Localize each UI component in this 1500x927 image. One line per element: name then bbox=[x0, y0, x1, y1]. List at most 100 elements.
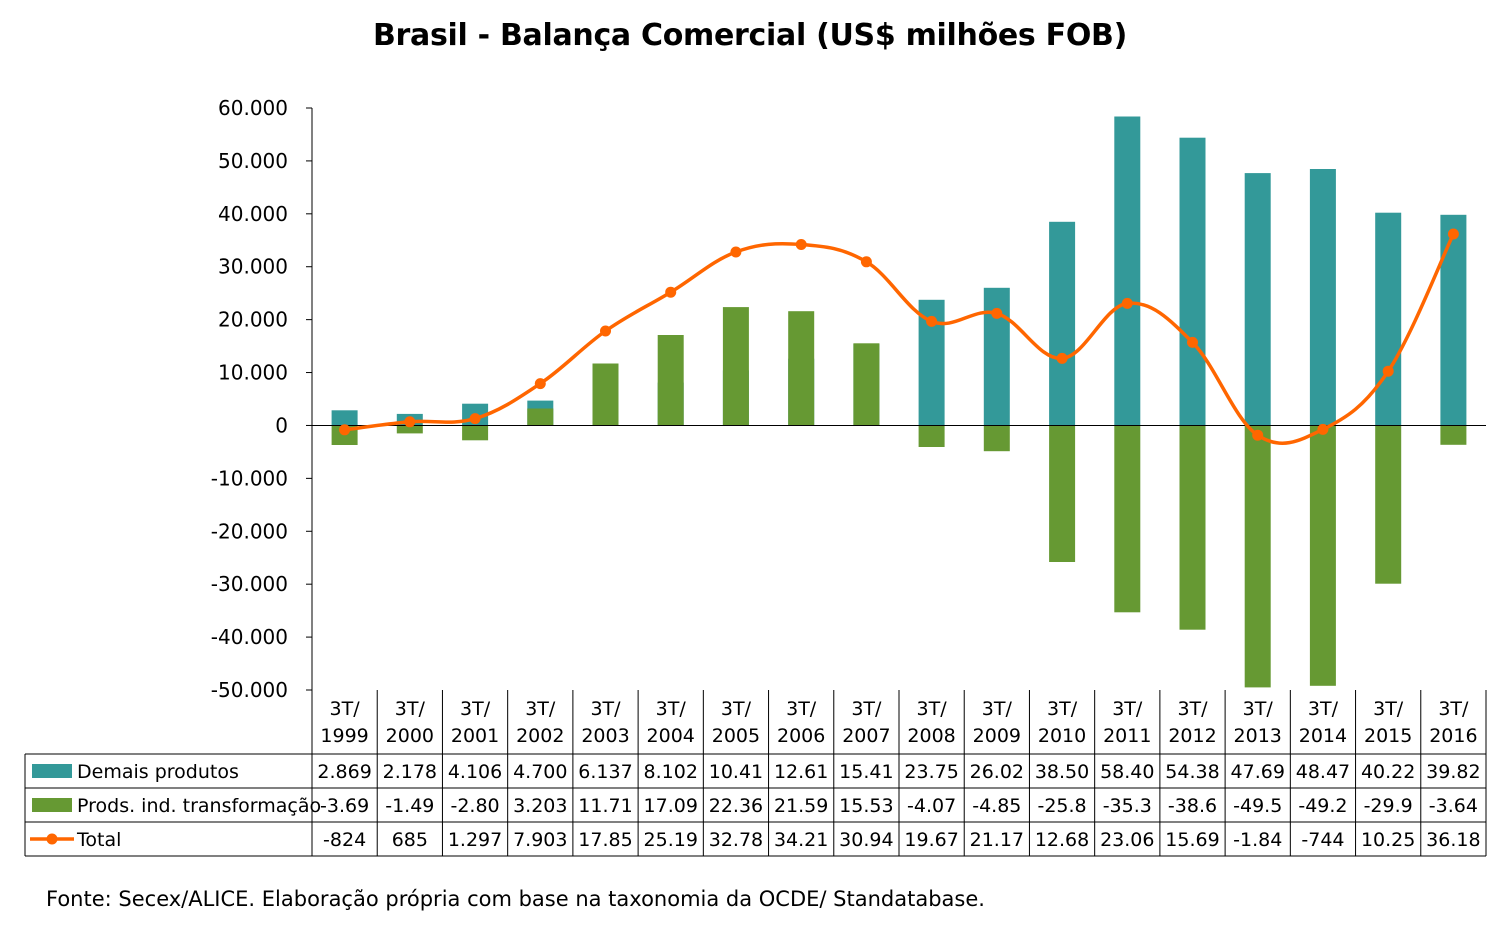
data-label-2-16: 10.25 bbox=[1361, 829, 1415, 851]
total-point-1 bbox=[404, 416, 416, 428]
data-label-0-8: 15.41 bbox=[839, 761, 893, 783]
x-tick-label-bottom-13: 2012 bbox=[1168, 725, 1216, 747]
bar-demais-15 bbox=[1309, 169, 1336, 426]
bar-demais-0 bbox=[331, 410, 358, 426]
data-label-1-13: -38.6 bbox=[1168, 795, 1217, 817]
data-label-1-14: -49.5 bbox=[1233, 795, 1282, 817]
x-tick-label-top-14: 3T/ bbox=[1243, 698, 1274, 720]
data-label-1-4: 11.71 bbox=[578, 795, 632, 817]
x-tick-label-bottom-3: 2002 bbox=[516, 725, 564, 747]
chart-title: Brasil - Balança Comercial (US$ milhões … bbox=[372, 18, 1127, 53]
bar-demais-11 bbox=[1049, 221, 1076, 426]
bar-prods-17 bbox=[1440, 425, 1467, 445]
y-tick-label-9: -30.000 bbox=[211, 572, 288, 596]
x-tick-label-bottom-4: 2003 bbox=[581, 725, 629, 747]
x-tick-label-top-1: 3T/ bbox=[395, 698, 426, 720]
x-tick-label-bottom-8: 2007 bbox=[842, 725, 890, 747]
data-label-1-11: -25.8 bbox=[1037, 795, 1086, 817]
total-point-11 bbox=[1056, 352, 1068, 364]
bar-prods-13 bbox=[1179, 425, 1206, 630]
data-label-1-1: -1.49 bbox=[385, 795, 434, 817]
data-label-2-12: 23.06 bbox=[1100, 829, 1154, 851]
x-tick-label-bottom-12: 2011 bbox=[1103, 725, 1151, 747]
data-label-1-10: -4.85 bbox=[972, 795, 1021, 817]
x-tick-label-top-7: 3T/ bbox=[786, 698, 817, 720]
data-label-0-14: 47.69 bbox=[1231, 761, 1285, 783]
x-tick-label-bottom-15: 2014 bbox=[1299, 725, 1347, 747]
y-tick-label-5: 10.000 bbox=[218, 361, 288, 385]
data-label-2-11: 12.68 bbox=[1035, 829, 1089, 851]
x-tick-label-top-8: 3T/ bbox=[851, 698, 882, 720]
data-label-0-17: 39.82 bbox=[1426, 761, 1480, 783]
bar-demais-16 bbox=[1375, 212, 1402, 426]
x-tick-label-top-17: 3T/ bbox=[1438, 698, 1469, 720]
total-point-14 bbox=[1252, 429, 1264, 441]
total-point-12 bbox=[1121, 297, 1133, 309]
bar-prods-9 bbox=[918, 425, 945, 447]
data-label-0-12: 58.40 bbox=[1100, 761, 1154, 783]
data-label-0-1: 2.178 bbox=[383, 761, 437, 783]
data-label-0-4: 6.137 bbox=[578, 761, 632, 783]
bar-demais-17 bbox=[1440, 214, 1467, 426]
data-label-2-1: 685 bbox=[392, 829, 428, 851]
y-tick-label-0: 60.000 bbox=[218, 96, 288, 120]
data-label-1-6: 22.36 bbox=[709, 795, 763, 817]
data-label-2-13: 15.69 bbox=[1165, 829, 1219, 851]
data-label-1-12: -35.3 bbox=[1103, 795, 1152, 817]
x-tick-label-bottom-9: 2008 bbox=[907, 725, 955, 747]
total-point-7 bbox=[795, 239, 807, 250]
bar-demais-13 bbox=[1179, 137, 1206, 426]
legend-key-1 bbox=[32, 798, 72, 812]
x-tick-label-bottom-16: 2015 bbox=[1364, 725, 1412, 747]
total-point-16 bbox=[1382, 365, 1394, 377]
x-tick-label-top-16: 3T/ bbox=[1373, 698, 1404, 720]
total-point-10 bbox=[991, 307, 1003, 319]
data-label-1-15: -49.2 bbox=[1298, 795, 1347, 817]
total-point-8 bbox=[860, 256, 872, 268]
legend-label-1: Prods. ind. transformação bbox=[77, 795, 321, 817]
x-tick-label-bottom-1: 2000 bbox=[386, 725, 434, 747]
data-label-2-2: 1.297 bbox=[448, 829, 502, 851]
x-tick-label-top-0: 3T/ bbox=[330, 698, 361, 720]
data-label-2-0: -824 bbox=[323, 829, 366, 851]
bar-prods-15 bbox=[1309, 425, 1336, 686]
total-point-4 bbox=[600, 325, 611, 337]
data-label-0-7: 12.61 bbox=[774, 761, 828, 783]
data-label-1-9: -4.07 bbox=[907, 795, 956, 817]
bar-prods-1 bbox=[396, 425, 423, 434]
data-label-2-10: 21.17 bbox=[970, 829, 1024, 851]
data-label-1-0: -3.69 bbox=[320, 795, 369, 817]
total-point-13 bbox=[1187, 336, 1198, 348]
data-label-0-0: 2.869 bbox=[317, 761, 371, 783]
y-tick-label-7: -10.000 bbox=[211, 466, 288, 490]
total-point-5 bbox=[665, 286, 677, 298]
data-label-0-10: 26.02 bbox=[970, 761, 1024, 783]
data-label-0-9: 23.75 bbox=[904, 761, 958, 783]
data-label-0-6: 10.41 bbox=[709, 761, 763, 783]
y-tick-label-2: 40.000 bbox=[218, 202, 288, 226]
x-tick-label-top-6: 3T/ bbox=[721, 698, 752, 720]
data-label-0-11: 38.50 bbox=[1035, 761, 1089, 783]
total-point-6 bbox=[730, 246, 742, 258]
data-label-2-5: 25.19 bbox=[644, 829, 698, 851]
total-point-0 bbox=[339, 424, 351, 436]
y-tick-label-11: -50.000 bbox=[211, 678, 288, 702]
y-tick-label-6: 0 bbox=[275, 413, 288, 437]
x-tick-label-bottom-7: 2006 bbox=[777, 725, 825, 747]
bar-prods-2 bbox=[462, 425, 489, 441]
x-tick-label-bottom-17: 2016 bbox=[1429, 725, 1477, 747]
data-label-1-5: 17.09 bbox=[644, 795, 698, 817]
data-label-1-8: 15.53 bbox=[839, 795, 893, 817]
y-tick-label-4: 20.000 bbox=[218, 308, 288, 332]
data-label-1-7: 21.59 bbox=[774, 795, 828, 817]
data-label-2-3: 7.903 bbox=[513, 829, 567, 851]
data-label-2-6: 32.78 bbox=[709, 829, 763, 851]
legend-label-2: Total bbox=[76, 829, 121, 851]
bar-demais-12 bbox=[1114, 116, 1141, 426]
x-tick-label-top-13: 3T/ bbox=[1177, 698, 1208, 720]
bar-prods-8 bbox=[853, 343, 880, 426]
data-label-2-4: 17.85 bbox=[578, 829, 632, 851]
y-tick-label-8: -20.000 bbox=[211, 519, 288, 543]
bar-prods-3 bbox=[527, 408, 554, 426]
bar-prods-12 bbox=[1114, 425, 1141, 613]
